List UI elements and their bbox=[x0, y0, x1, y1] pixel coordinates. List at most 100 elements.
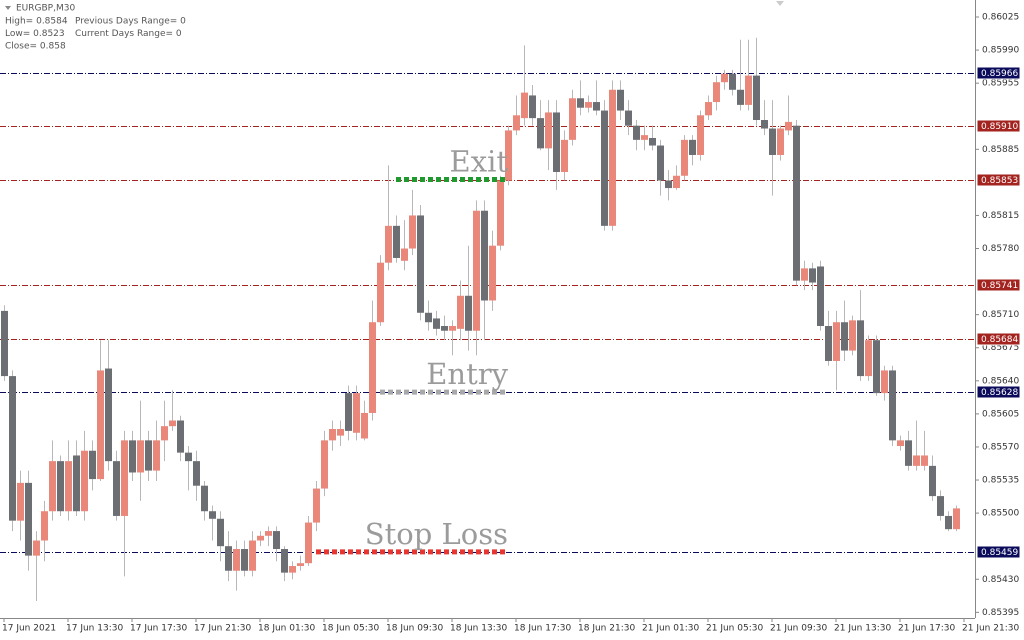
candle-body bbox=[201, 485, 208, 512]
x-tick-label: 18 Jun 17:30 bbox=[514, 624, 571, 634]
candle-body bbox=[817, 266, 824, 327]
candle-body bbox=[337, 429, 344, 436]
x-tick-label: 21 Jun 09:30 bbox=[770, 624, 827, 634]
y-tick-label: 0.85500 bbox=[982, 509, 1019, 519]
level-label: 0.85459 bbox=[981, 548, 1018, 558]
candle-body bbox=[81, 450, 88, 512]
candle-body bbox=[537, 118, 544, 149]
candle-body bbox=[57, 461, 64, 512]
candle-body bbox=[761, 120, 768, 129]
x-tick-label: 21 Jun 01:30 bbox=[642, 624, 699, 634]
candle-body bbox=[249, 540, 256, 571]
candle-body bbox=[233, 549, 240, 571]
candle-body bbox=[921, 455, 928, 466]
info-line: Low= 0.8523 bbox=[5, 29, 65, 39]
candle-body bbox=[505, 130, 512, 181]
candle-body bbox=[161, 426, 168, 441]
candle-body bbox=[489, 245, 496, 301]
y-tick-label: 0.85535 bbox=[982, 476, 1019, 486]
x-tick-label: 17 Jun 13:30 bbox=[66, 624, 123, 634]
collapse-icon[interactable] bbox=[5, 6, 11, 10]
candle-body bbox=[321, 440, 328, 489]
info-line: High= 0.8584 bbox=[5, 17, 68, 27]
candle-body bbox=[577, 98, 584, 108]
trade-label: Entry bbox=[426, 357, 508, 391]
candle-body bbox=[273, 531, 280, 550]
candle-body bbox=[121, 440, 128, 516]
candle-body bbox=[153, 440, 160, 471]
y-tick-label: 0.85990 bbox=[982, 46, 1019, 56]
info-line: Close= 0.858 bbox=[5, 42, 66, 52]
candle-body bbox=[889, 370, 896, 441]
level-label: 0.85684 bbox=[981, 335, 1018, 345]
candle-body bbox=[137, 440, 144, 473]
x-tick-label: 17 Jun 21:30 bbox=[194, 624, 251, 634]
candle-body bbox=[305, 522, 312, 564]
candle-body bbox=[401, 248, 408, 261]
candle-body bbox=[849, 320, 856, 351]
x-tick-label: 17 Jun 17:30 bbox=[130, 624, 187, 634]
x-tick-label: 18 Jun 05:30 bbox=[322, 624, 379, 634]
candle-body bbox=[657, 145, 664, 181]
candle-body bbox=[105, 368, 112, 462]
candle-body bbox=[329, 429, 336, 441]
y-tick-label: 0.85640 bbox=[982, 376, 1019, 386]
candle-body bbox=[593, 102, 600, 111]
level-box bbox=[976, 173, 1021, 187]
candle-body bbox=[793, 125, 800, 281]
candle-body bbox=[377, 262, 384, 323]
candle-body bbox=[745, 75, 752, 105]
candle-body bbox=[65, 461, 72, 512]
info-line: Current Days Range= 0 bbox=[75, 29, 182, 39]
y-tick-label: 0.85780 bbox=[982, 244, 1019, 254]
candle-body bbox=[41, 511, 48, 541]
candle-body bbox=[569, 98, 576, 140]
candle-body bbox=[145, 440, 152, 471]
candle-body bbox=[633, 125, 640, 140]
candle-body bbox=[521, 92, 528, 119]
candle-body bbox=[441, 326, 448, 331]
shift-marker bbox=[776, 1, 784, 6]
candle-body bbox=[193, 461, 200, 486]
candle-body bbox=[777, 128, 784, 155]
candle-body bbox=[825, 326, 832, 361]
y-tick-label: 0.85430 bbox=[982, 575, 1019, 585]
candle-body bbox=[673, 175, 680, 189]
candle-body bbox=[897, 440, 904, 447]
candle-body bbox=[721, 73, 728, 83]
candle-body bbox=[705, 102, 712, 116]
x-tick-label: 21 Jun 13:30 bbox=[834, 624, 891, 634]
candle-body bbox=[97, 370, 104, 480]
candle-body bbox=[913, 455, 920, 466]
candle-body bbox=[857, 320, 864, 377]
x-tick-label: 21 Jun 21:30 bbox=[962, 624, 1019, 634]
candle-body bbox=[457, 295, 464, 329]
trade-label: Exit bbox=[450, 145, 509, 179]
candle-body bbox=[585, 102, 592, 108]
candle-body bbox=[625, 110, 632, 126]
candle-body bbox=[753, 75, 760, 121]
candle-body bbox=[713, 82, 720, 103]
y-tick-label: 0.85605 bbox=[982, 409, 1019, 419]
candle-body bbox=[49, 461, 56, 512]
candle-body bbox=[545, 112, 552, 149]
candle-body bbox=[241, 549, 248, 571]
candle-body bbox=[361, 412, 368, 439]
candle-body bbox=[17, 482, 24, 521]
y-tick-label: 0.85955 bbox=[982, 79, 1019, 89]
level-label: 0.85966 bbox=[981, 69, 1018, 79]
candle-body bbox=[129, 440, 136, 473]
x-tick-label: 17 Jun 2021 bbox=[2, 624, 56, 634]
candle-body bbox=[433, 318, 440, 329]
candle-body bbox=[513, 115, 520, 131]
trade-label: Stop Loss bbox=[365, 517, 508, 551]
candle-body bbox=[353, 393, 360, 433]
candle-body bbox=[385, 225, 392, 263]
candle-body bbox=[465, 295, 472, 331]
candle-body bbox=[169, 420, 176, 427]
candle-body bbox=[617, 89, 624, 111]
candle-body bbox=[33, 540, 40, 556]
candle-body bbox=[881, 370, 888, 394]
candle-body bbox=[649, 137, 656, 146]
